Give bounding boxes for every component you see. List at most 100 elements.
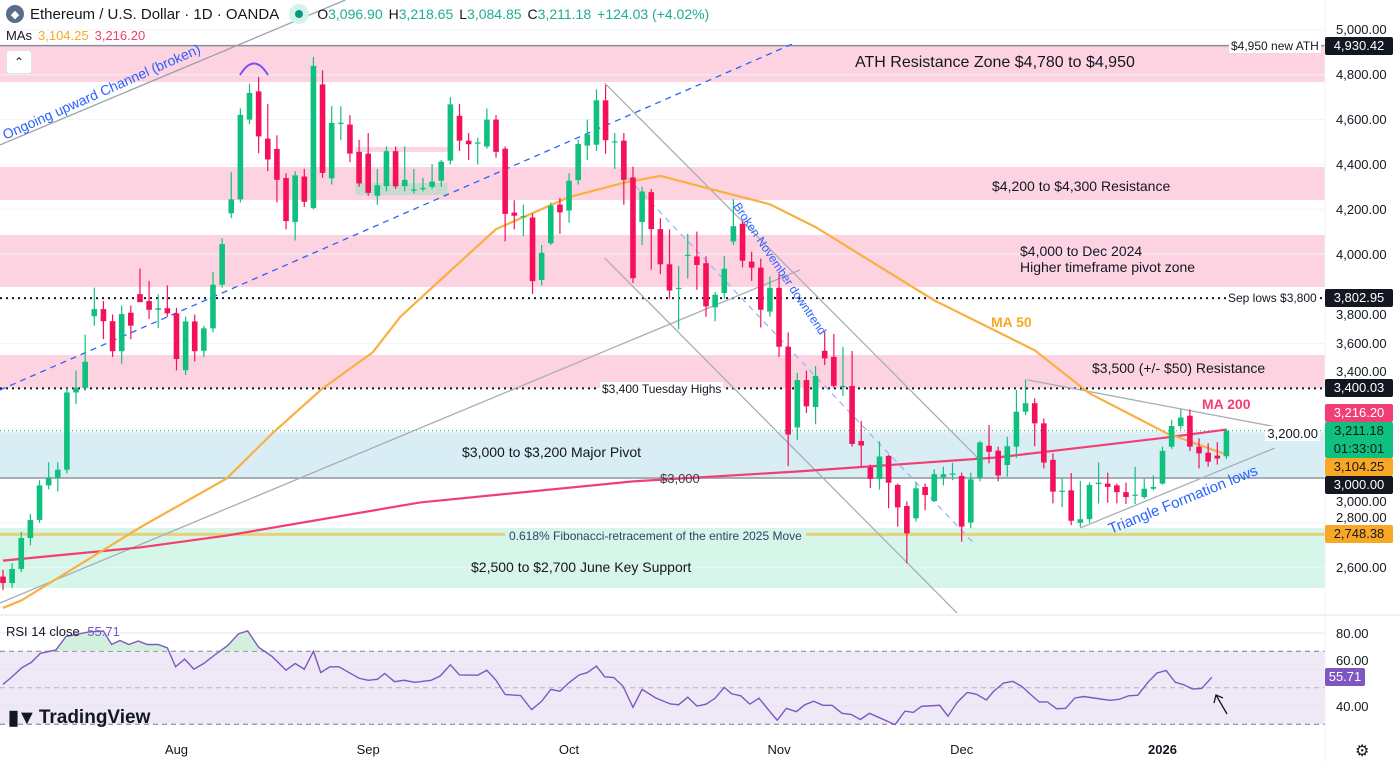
candle-body (967, 479, 974, 523)
candle (739, 220, 746, 268)
candle-body (949, 473, 956, 475)
candle-body (118, 314, 125, 352)
price-axis-label: 3,400.00 (1336, 364, 1387, 380)
candle-body (283, 178, 289, 222)
price-tag: 3,802.95 (1325, 289, 1393, 308)
candle-body (831, 356, 837, 386)
june-support-label: $2,500 to $2,700 June Key Support (471, 559, 692, 575)
last-price: 3,211.18 (1334, 422, 1384, 438)
candle-body (301, 176, 308, 202)
price-tag: 4,930.42 (1325, 36, 1393, 55)
candle (949, 462, 956, 481)
symbol-title[interactable]: Ethereum / U.S. Dollar · 1D · OANDA (30, 5, 280, 23)
candle (73, 370, 79, 405)
candle-body (438, 161, 445, 181)
candle-body (1050, 459, 1056, 492)
candle-body (420, 187, 426, 190)
candle (164, 285, 171, 317)
trendline (1027, 379, 1283, 429)
candle-body (1013, 411, 1020, 447)
pivot-4000-label-1: $4,000 to Dec 2024 (1020, 243, 1143, 259)
candle-body (657, 229, 664, 265)
candle-body (840, 385, 846, 388)
ma-legend[interactable]: MAs 3,104.25 3,216.20 (6, 28, 145, 43)
time-axis-label: Nov (767, 742, 791, 757)
candle (840, 346, 846, 397)
candle (128, 305, 134, 340)
candle (584, 119, 591, 160)
candle-body (292, 175, 298, 222)
candle-body (27, 519, 34, 539)
candle-body (767, 287, 773, 312)
candle (27, 513, 34, 546)
candle (904, 501, 910, 564)
candle (657, 218, 664, 275)
candle (191, 314, 198, 362)
candle-body (1041, 423, 1047, 463)
candle-body (128, 312, 134, 326)
candle-body (703, 263, 709, 307)
gear-icon[interactable]: ⚙ (1355, 743, 1370, 760)
candle-body (1059, 490, 1065, 492)
candle-body (164, 308, 171, 314)
candle (593, 89, 600, 151)
candle (1196, 438, 1202, 469)
candle-body (392, 151, 399, 187)
last-price-tag: 3,211.18 01:33:01 (1325, 421, 1393, 458)
trendline (1080, 447, 1276, 529)
candle (913, 482, 919, 522)
candle-body (18, 538, 25, 569)
candle (401, 146, 408, 192)
candle-body (146, 301, 152, 310)
candle (292, 171, 298, 241)
candle (82, 334, 88, 391)
candle-body (730, 226, 737, 242)
candle (712, 292, 718, 322)
candle-body (274, 148, 280, 180)
candle-body (557, 204, 563, 213)
candle-body (977, 442, 983, 478)
high-value: H3,218.65 (388, 6, 454, 22)
candle-body (639, 191, 645, 222)
price-axis-label: 4,600.00 (1336, 112, 1387, 128)
candle-body (666, 264, 673, 291)
candle-body (100, 309, 107, 322)
candle (1132, 466, 1138, 504)
candle-body (383, 151, 390, 187)
candle (1187, 409, 1193, 451)
candle-body (1077, 519, 1084, 523)
candle-body (228, 199, 235, 214)
price-axis-label: 4,200.00 (1336, 201, 1387, 217)
price-axis-label: 3,200.00 (1265, 425, 1320, 441)
tradingview-logo[interactable]: ▮▼ TradingView (8, 705, 150, 730)
candle (1041, 418, 1047, 469)
collapse-legend-button[interactable]: ⌃ (6, 50, 32, 74)
candle-body (1141, 488, 1148, 498)
candle-body (9, 568, 15, 584)
time-axis-label: Dec (950, 742, 974, 757)
candle-body (922, 486, 928, 496)
candle-body (904, 506, 910, 534)
market-status-icon[interactable] (289, 4, 310, 24)
candle (137, 268, 143, 303)
candle (1068, 473, 1075, 526)
candle-body (630, 177, 636, 279)
candle (255, 77, 262, 154)
candle (1159, 446, 1166, 485)
candle (876, 441, 883, 490)
candle-body (338, 122, 344, 124)
candle (1086, 482, 1093, 523)
ma50-value: 3,104.25 (38, 28, 89, 43)
fib-label: 0.618% Fibonacci-retracement of the enti… (505, 529, 806, 543)
candle (639, 186, 645, 246)
time-axis-label: Oct (558, 742, 580, 757)
candle (967, 472, 974, 529)
candle (1004, 436, 1011, 477)
candle-body (1150, 486, 1157, 489)
rsi-legend[interactable]: RSI 14 close 55.71 (6, 624, 120, 639)
candle-body (310, 65, 317, 209)
pivot-4000-label-2: Higher timeframe pivot zone (1020, 259, 1196, 275)
candle-body (621, 140, 627, 180)
candle (621, 133, 627, 205)
